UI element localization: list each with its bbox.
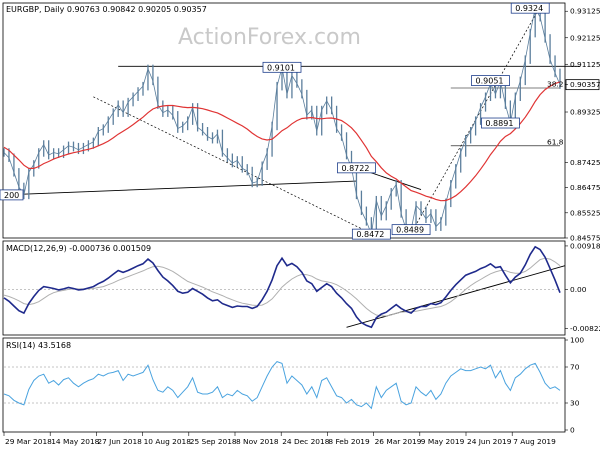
price-tick-label: 0.91125 bbox=[570, 60, 600, 69]
macd-tick-label: 0.009181 bbox=[570, 241, 600, 250]
trendline-macd-support bbox=[346, 265, 566, 328]
price-tick-label: 0.89325 bbox=[570, 108, 600, 117]
price-header: EURGBP, Daily 0.90763 0.90842 0.90205 0.… bbox=[6, 5, 207, 14]
annotation-label: 0.8722 bbox=[341, 164, 369, 173]
annotation-label: 0.9101 bbox=[267, 63, 295, 72]
macd-tick-label: 0.00 bbox=[570, 285, 587, 294]
x-tick-label: 8 Feb 2019 bbox=[328, 437, 370, 446]
sma-series-line bbox=[3, 81, 561, 202]
annotation-box bbox=[481, 117, 520, 129]
x-tick-label: 26 Mar 2019 bbox=[375, 437, 422, 446]
watermark: ActionForex.com bbox=[178, 25, 361, 50]
rsi-tick-label: 70 bbox=[570, 363, 580, 372]
annotation-label: 0.9324 bbox=[515, 4, 543, 13]
rsi-tick-label: 30 bbox=[570, 399, 580, 408]
x-tick-label: 25 Sep 2018 bbox=[190, 437, 237, 446]
rsi-line bbox=[3, 361, 561, 410]
macd-plot bbox=[3, 245, 566, 329]
annotation-box bbox=[262, 61, 302, 73]
x-tick-label: 7 Aug 2019 bbox=[513, 437, 556, 446]
x-tick-label: 27 Jun 2018 bbox=[97, 437, 142, 446]
annotation-box bbox=[391, 224, 431, 236]
price-plot: 0.9324 0.9101 0.9051 0.8891 0.8722 0.8472 0.84… bbox=[0, 2, 580, 240]
annotation-box bbox=[0, 189, 24, 201]
price-tick-label: 0.87425 bbox=[570, 158, 600, 167]
price-tick-label: 0.84575 bbox=[570, 233, 600, 242]
rsi-tick-label: 100 bbox=[570, 336, 584, 345]
trendline-dotted-downtrend bbox=[93, 96, 377, 237]
annotation-label: 0.8472 bbox=[356, 230, 384, 239]
x-tick-label: 14 May 2018 bbox=[51, 437, 99, 446]
rsi-tick-label: 0 bbox=[570, 426, 575, 435]
x-tick-label: 10 Aug 2018 bbox=[144, 437, 192, 446]
price-tick-label: 0.86475 bbox=[570, 183, 600, 192]
macd-tick-label: -0.008225 bbox=[570, 324, 600, 333]
annotation-box bbox=[510, 2, 550, 14]
annotation-label: 0.8891 bbox=[485, 119, 513, 128]
price-tick-label: 0.93125 bbox=[570, 7, 600, 16]
rsi-plot bbox=[3, 361, 561, 410]
price-tick-label: 0.92125 bbox=[570, 33, 600, 42]
annotation-box bbox=[471, 75, 510, 86]
macd-line bbox=[3, 245, 561, 329]
x-tick-label: 24 Dec 2018 bbox=[282, 437, 330, 446]
x-tick-label: 8 Nov 2018 bbox=[236, 437, 279, 446]
x-tick-label: 24 Jun 2019 bbox=[467, 437, 512, 446]
annotation-box bbox=[337, 162, 376, 174]
price-tick-label: 0.90357 bbox=[570, 80, 600, 89]
axes: 0.93125 0.92125 0.91125 0.90357 0.89325 0.874… bbox=[3, 7, 600, 446]
trendline-support-long bbox=[3, 180, 357, 196]
rsi-header: RSI(14) 43.5168 bbox=[6, 341, 71, 350]
price-panel-frame bbox=[2, 2, 566, 239]
rsi-panel-frame bbox=[2, 337, 566, 433]
macd-signal-line bbox=[3, 257, 561, 317]
annotation-label: 0.8489 bbox=[396, 226, 424, 235]
macd-panel-frame bbox=[2, 240, 566, 336]
x-tick-label: 9 May 2019 bbox=[421, 437, 465, 446]
fib-label: 61.8 bbox=[547, 137, 564, 146]
annotation-label: 200 bbox=[4, 191, 19, 200]
fib-label: 38.2 bbox=[547, 80, 563, 89]
x-tick-label: 29 Mar 2018 bbox=[5, 437, 52, 446]
price-tick-label: 0.85525 bbox=[570, 208, 600, 217]
macd-header: MACD(12,26,9) -0.000736 0.001509 bbox=[6, 244, 151, 253]
trendline-dotted-uptrend bbox=[410, 6, 541, 234]
annotation-label: 0.9051 bbox=[476, 77, 504, 86]
annotation-box bbox=[351, 228, 391, 240]
